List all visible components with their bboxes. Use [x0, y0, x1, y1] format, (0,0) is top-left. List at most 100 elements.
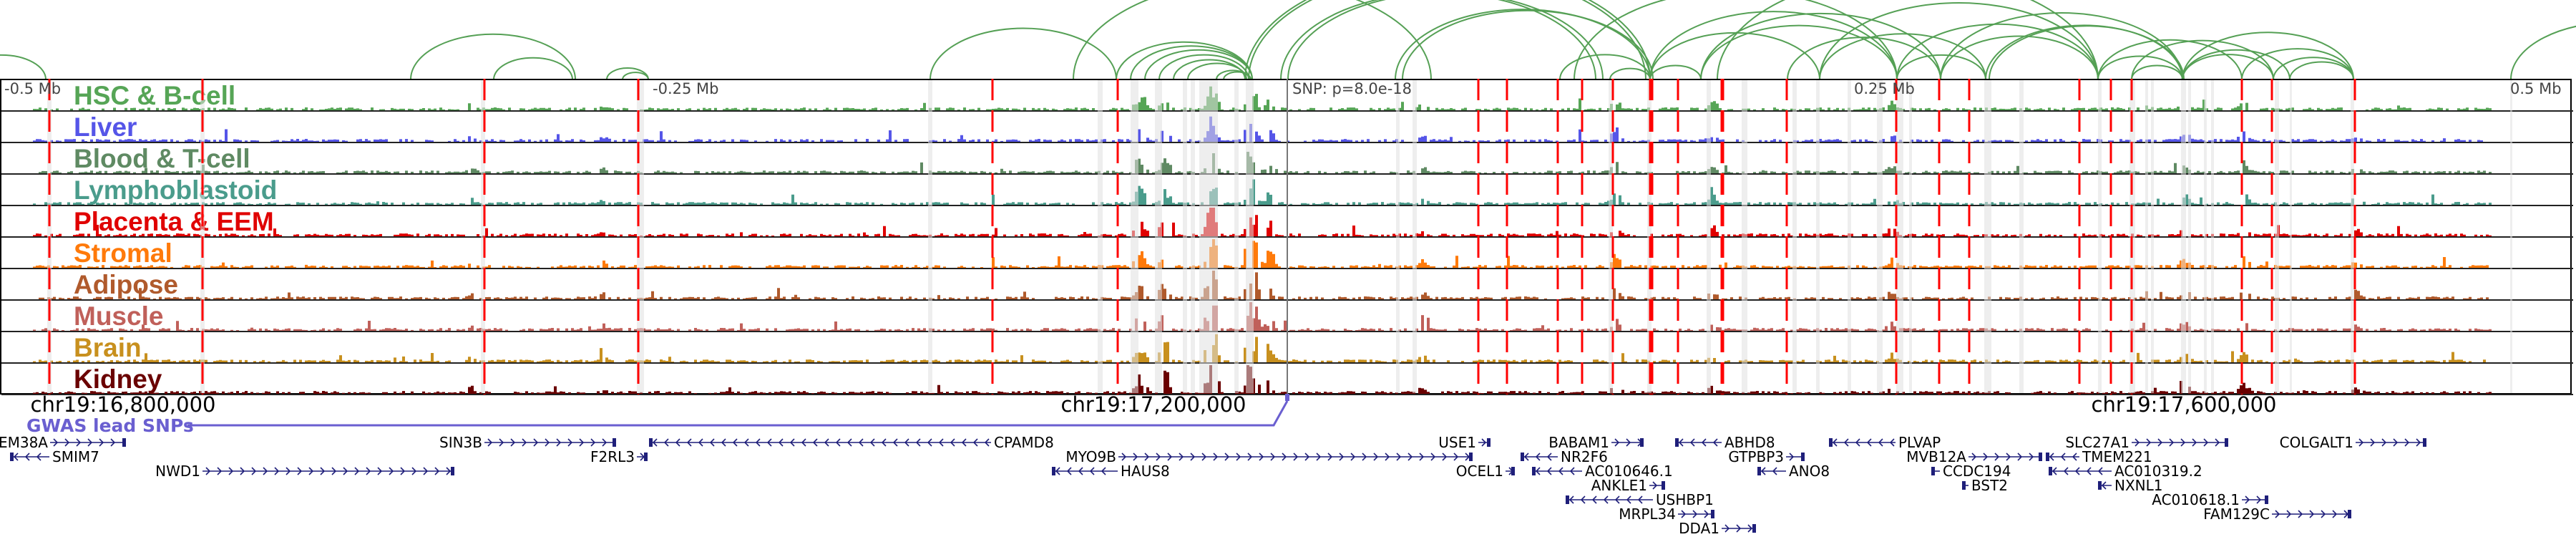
gene-exon	[1052, 467, 1055, 475]
gene-exon	[2098, 481, 2102, 490]
gene-label[interactable]: ANO8	[1789, 463, 1830, 480]
gene-exon	[2348, 510, 2351, 518]
gene-strand-path	[1722, 524, 1756, 533]
gene-model[interactable]	[637, 453, 648, 461]
gene-exon	[1487, 438, 1491, 447]
gene-model[interactable]	[1521, 453, 1558, 461]
gene-strand-path	[50, 438, 126, 447]
gene-model[interactable]	[2049, 467, 2112, 475]
highlight-band	[2181, 80, 2186, 393]
highlight-band	[928, 80, 932, 393]
gene-model[interactable]	[1786, 453, 1805, 461]
gene-model[interactable]	[2272, 510, 2351, 518]
gene-model[interactable]	[1968, 453, 2042, 461]
gene-label[interactable]: SIN3B	[439, 434, 482, 451]
gene-label[interactable]: DDA1	[1679, 520, 1719, 537]
loop-arc	[1819, 33, 1986, 80]
gene-model[interactable]	[1675, 438, 1722, 447]
gene-exon	[1931, 467, 1935, 475]
gene-label[interactable]: F2RL3	[590, 448, 635, 465]
gene-model[interactable]	[50, 438, 126, 447]
highlight-band	[1848, 80, 1851, 393]
gene-label[interactable]: TMEM221	[2082, 448, 2152, 465]
gene-model[interactable]	[1829, 438, 1896, 447]
gene-label[interactable]: MRPL34	[1619, 505, 1676, 523]
highlight-band	[2145, 80, 2148, 393]
gene-strand-path	[1118, 453, 1473, 461]
gene-label[interactable]: MYO9B	[1065, 448, 1116, 465]
gene-label[interactable]: NWD1	[155, 463, 200, 480]
gene-model[interactable]	[1757, 467, 1786, 475]
loop-arc	[1717, 0, 2099, 80]
gene-model[interactable]	[10, 453, 49, 461]
loop-arc	[1287, 0, 1604, 80]
gene-label[interactable]: SLC27A1	[2065, 434, 2129, 451]
gene-exon	[1962, 481, 1966, 490]
gwas-snp-marker[interactable]	[1285, 394, 1289, 401]
gene-model[interactable]	[1931, 467, 1940, 475]
loop-arc	[2097, 55, 2183, 80]
gene-label[interactable]: MVB12A	[1906, 448, 1966, 465]
gene-label[interactable]: FAM129C	[2203, 505, 2270, 523]
gene-model[interactable]	[1566, 495, 1653, 504]
gene-label[interactable]: CCDC194	[1943, 463, 2011, 480]
gene-label[interactable]: COLGALT1	[2279, 434, 2353, 451]
highlight-band	[1707, 80, 1711, 393]
gene-model[interactable]	[1118, 453, 1473, 461]
gene-model[interactable]	[2356, 438, 2426, 447]
gene-label[interactable]: CPAMD8	[994, 434, 1054, 451]
gene-model[interactable]	[2242, 495, 2268, 504]
track-label: HSC & B-cell	[74, 81, 236, 110]
highlight-band	[1131, 80, 1138, 393]
gene-label[interactable]: AC010646.1	[1585, 463, 1673, 480]
gene-strand-path	[1757, 467, 1786, 475]
gene-model[interactable]	[1611, 438, 1644, 447]
gene-model[interactable]	[1649, 481, 1665, 490]
gene-model[interactable]	[203, 467, 454, 475]
gene-strand-path	[1532, 467, 1582, 475]
gene-model[interactable]	[1478, 438, 1491, 447]
gene-exon	[10, 453, 14, 461]
gene-label[interactable]: NXNL1	[2114, 477, 2163, 494]
loop-arc	[1940, 12, 2183, 80]
gene-model[interactable]	[1678, 510, 1714, 518]
gene-label[interactable]: GTPBP3	[1728, 448, 1784, 465]
gene-exon	[649, 438, 653, 447]
gene-model[interactable]	[2046, 453, 2079, 461]
gene-label[interactable]: USHBP1	[1656, 491, 1714, 508]
loop-arc	[1158, 54, 1249, 80]
gene-label[interactable]: BST2	[1971, 477, 2009, 494]
track-label: Brain	[74, 333, 142, 362]
gene-label[interactable]: OCEL1	[1455, 463, 1503, 480]
highlight-band	[2351, 80, 2354, 393]
gene-model[interactable]	[484, 438, 616, 447]
gene-label[interactable]: AC010319.2	[2114, 463, 2202, 480]
gene-label[interactable]: PLVAP	[1898, 434, 1941, 451]
highlight-band	[2290, 80, 2292, 393]
loop-arc	[2182, 32, 2354, 80]
gene-model[interactable]	[2132, 438, 2228, 447]
gene-label[interactable]: NR2F6	[1561, 448, 1608, 465]
gene-label[interactable]: AC010618.1	[2152, 491, 2240, 508]
gene-model[interactable]	[1506, 467, 1515, 475]
gene-model[interactable]	[1722, 524, 1756, 533]
gene-model[interactable]	[1052, 467, 1118, 475]
gene-label[interactable]: HAUS8	[1121, 463, 1170, 480]
track-label: Stromal	[74, 238, 172, 268]
gene-model[interactable]	[1962, 481, 1968, 490]
gene-label[interactable]: USE1	[1438, 434, 1476, 451]
gene-model[interactable]	[2098, 481, 2112, 490]
gene-label[interactable]: ABHD8	[1724, 434, 1775, 451]
snp-label: SNP: p=8.0e-18	[1292, 80, 1412, 97]
gene-label[interactable]: BABAM1	[1548, 434, 1609, 451]
loop-arc	[1173, 59, 1246, 80]
coordinate-label: chr19:16,800,000	[30, 392, 216, 417]
gene-label[interactable]: EM38A	[0, 434, 48, 451]
gene-model[interactable]	[1532, 467, 1582, 475]
loop-arc	[2131, 64, 2183, 80]
signal-bars	[33, 116, 2483, 142]
gene-label[interactable]: SMIM7	[52, 448, 99, 465]
gene-exon	[1757, 467, 1761, 475]
gene-label[interactable]: ANKLE1	[1591, 477, 1647, 494]
gene-model[interactable]	[649, 438, 991, 447]
